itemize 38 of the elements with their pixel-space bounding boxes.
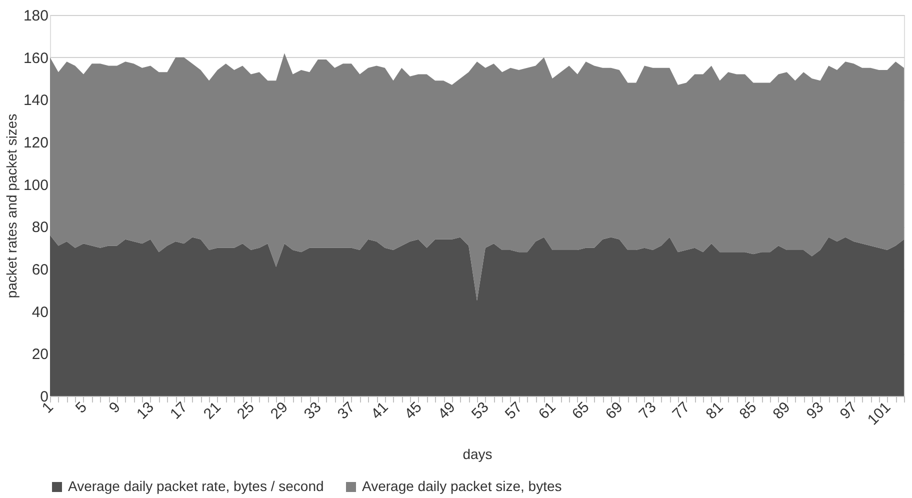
x-tick-label: 5 (72, 398, 90, 417)
x-tick-label: 61 (535, 398, 560, 423)
x-tick-label: 49 (434, 398, 459, 423)
x-tick-label: 29 (267, 398, 292, 423)
y-tick-label: 60 (32, 262, 48, 278)
x-tick-label: 101 (864, 398, 894, 429)
x-tick-label: 53 (468, 398, 492, 423)
x-tick-label: 65 (568, 398, 593, 423)
x-tick-label: 97 (836, 398, 861, 423)
legend-label: Average daily packet rate, bytes / second (68, 478, 324, 494)
y-tick-label: 80 (32, 219, 48, 236)
x-tick-label: 17 (167, 398, 191, 423)
x-tick-label: 41 (368, 398, 392, 423)
x-tick-label: 57 (502, 398, 526, 423)
x-tick-label: 21 (200, 398, 224, 423)
y-tick-label: 140 (23, 92, 48, 110)
x-tick-label: 85 (736, 398, 760, 423)
x-tick-label: 9 (106, 398, 124, 417)
x-tick-label: 13 (134, 398, 158, 423)
y-tick-label: 160 (23, 50, 48, 67)
x-tick-label: 45 (401, 398, 426, 423)
x-tick-label: 93 (803, 398, 828, 423)
x-tick-label: 89 (770, 398, 794, 423)
y-tick-label: 100 (23, 176, 48, 194)
y-axis-title: packet rates and packet sizes (3, 114, 20, 298)
y-tick-label: 20 (32, 346, 48, 364)
y-tick-label: 180 (23, 8, 48, 24)
x-tick-label: 37 (334, 398, 358, 423)
x-tick-label: 77 (669, 398, 694, 423)
y-tick-label: 120 (23, 134, 48, 152)
y-tick-label: 40 (32, 304, 48, 321)
x-tick-label: 25 (234, 398, 258, 423)
x-tick-label: 81 (702, 398, 727, 423)
x-tick-label: 73 (636, 398, 660, 423)
legend-label: Average daily packet size, bytes (362, 478, 562, 494)
x-tick-label: 33 (300, 398, 325, 423)
x-tick-label: 69 (602, 398, 626, 423)
x-axis-title: days (462, 446, 492, 462)
